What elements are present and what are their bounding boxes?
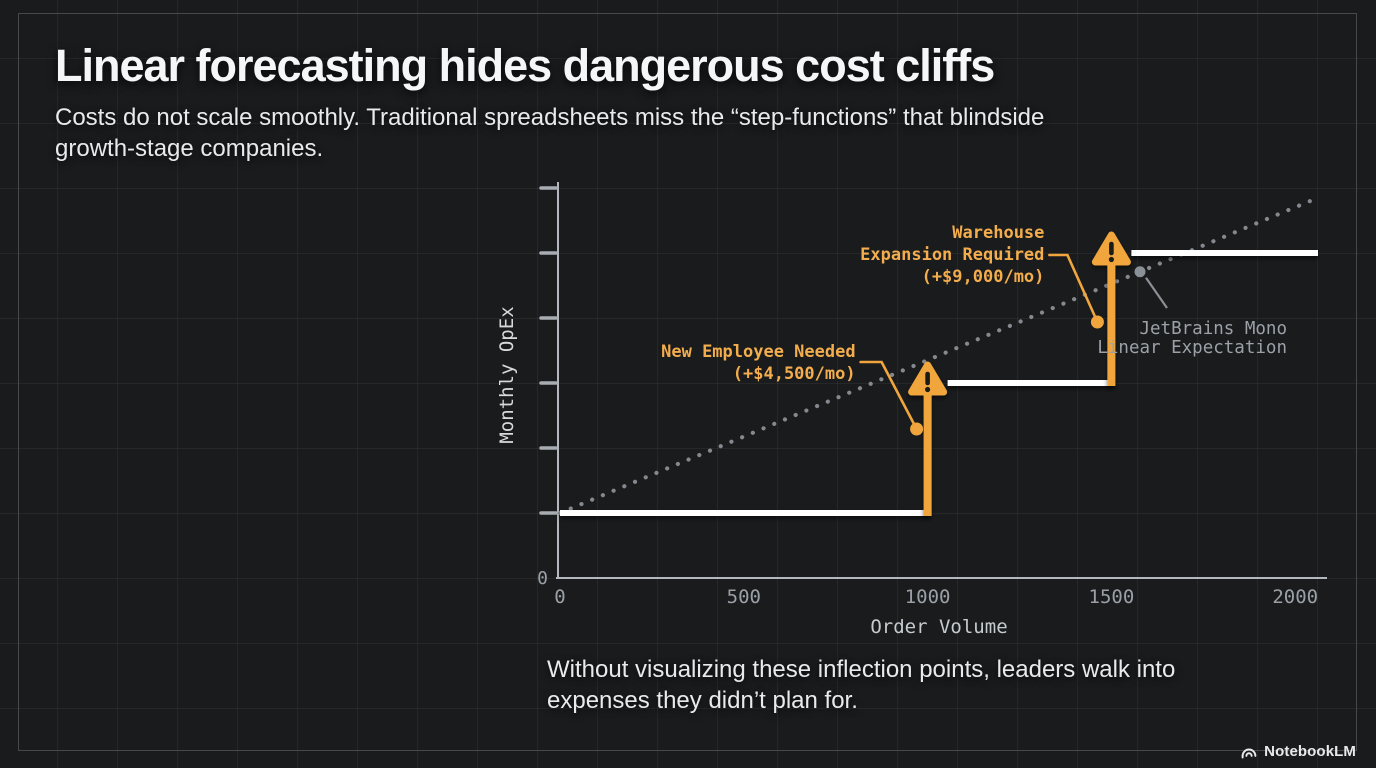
x-axis-tick-label: 1000 (905, 586, 951, 608)
page-subtitle: Costs do not scale smoothly. Traditional… (55, 104, 1045, 162)
line-label-marker-dot (1134, 266, 1146, 278)
annotation-leader-dot (1090, 315, 1104, 329)
brand-name: NotebookLM (1264, 742, 1356, 760)
footnote-text: Without visualizing these inflection poi… (547, 656, 1176, 714)
linear-expectation-label: JetBrains Mono Linear Expectation (1097, 266, 1287, 358)
step-cost-lines (560, 250, 1318, 516)
line-label-text: JetBrains Mono Linear Expectation (1097, 319, 1287, 358)
jump-annotation: New Employee Needed (+$4,500/mo) (661, 342, 924, 436)
brand-lockup: NotebookLM (1240, 741, 1356, 761)
x-axis-tick-label: 2000 (1272, 586, 1318, 608)
x-axis-tick-label: 500 (727, 586, 761, 608)
line-label-leader (1145, 277, 1168, 309)
cost-jump (908, 361, 948, 516)
y-axis-title: Monthly OpEx (496, 306, 518, 443)
x-axis-tick-label: 1500 (1089, 586, 1135, 608)
annotation-leader-line (1048, 253, 1099, 324)
y-axis-origin-label: 0 (537, 568, 548, 589)
x-axis-title: Order Volume (870, 616, 1007, 638)
jump-annotation-text: New Employee Needed (+$4,500/mo) (661, 342, 855, 384)
jump-annotation-text: Warehouse Expansion Required (+$9,000/mo) (860, 223, 1044, 287)
warning-exclamation-dot (1108, 256, 1115, 263)
warning-exclamation-dot (925, 386, 931, 393)
annotation-leader-dot (910, 422, 924, 436)
cost-jump (1091, 231, 1131, 386)
annotation-leader-line (859, 360, 918, 431)
jump-annotation: Warehouse Expansion Required (+$9,000/mo) (860, 223, 1104, 329)
notebooklm-logo-icon (1241, 748, 1257, 759)
x-axis-tick-label: 0 (554, 586, 565, 608)
page-title: Linear forecasting hides dangerous cost … (55, 40, 995, 91)
